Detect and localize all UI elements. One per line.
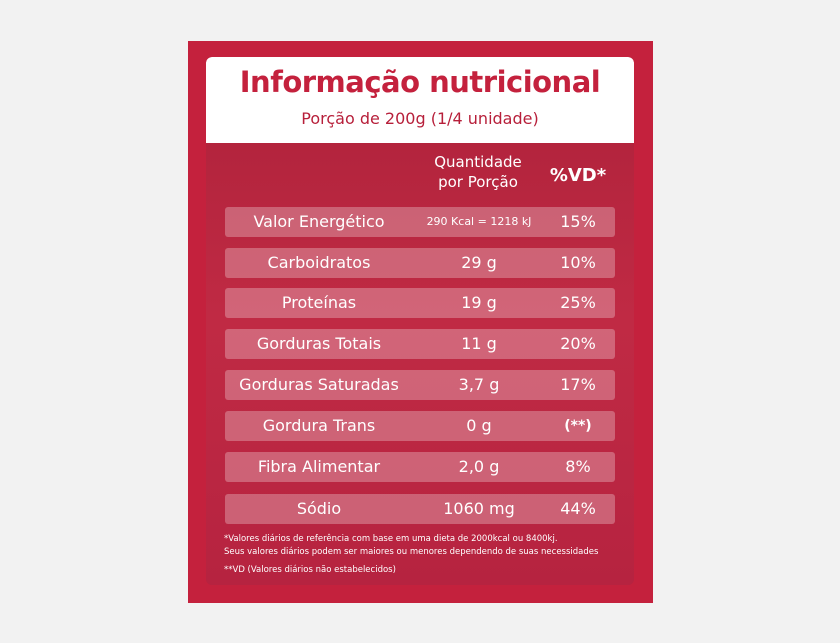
table-row: Carboidratos 29 g 10% xyxy=(225,248,615,278)
nutrient-quantity: 19 g xyxy=(461,293,497,312)
nutrient-quantity: 2,0 g xyxy=(458,457,500,476)
nutrient-quantity: 0 g xyxy=(466,416,492,435)
footnote-needs: Seus valores diários podem ser maiores o… xyxy=(224,547,599,557)
table-row: Proteínas 19 g 25% xyxy=(225,288,615,318)
nutrient-vd: 8% xyxy=(565,457,591,476)
nutrition-header: Informação nutricional Porção de 200g (1… xyxy=(206,57,634,143)
nutrient-name: Proteínas xyxy=(281,293,357,312)
nutrient-quantity: 29 g xyxy=(461,253,497,272)
nutrient-quantity: 290 Kcal = 1218 kJ xyxy=(426,215,532,228)
page-title: Informação nutricional xyxy=(239,65,601,99)
table-row: Gordura Trans 0 g (**) xyxy=(225,411,615,441)
nutrient-name: Gorduras Totais xyxy=(256,334,382,353)
nutrition-panel: Informação nutricional Porção de 200g (1… xyxy=(206,57,634,585)
serving-size: Porção de 200g (1/4 unidade) xyxy=(301,109,539,128)
table-row: Gorduras Saturadas 3,7 g 17% xyxy=(225,370,615,400)
nutrient-name: Gorduras Saturadas xyxy=(239,375,399,394)
column-header-quantity-line2: por Porção xyxy=(438,173,518,191)
table-row: Sódio 1060 mg 44% xyxy=(225,494,615,524)
nutrient-name: Gordura Trans xyxy=(262,416,376,435)
table-row: Fibra Alimentar 2,0 g 8% xyxy=(225,452,615,482)
nutrient-quantity: 11 g xyxy=(461,334,497,353)
nutrient-name: Fibra Alimentar xyxy=(257,457,381,476)
table-row: Valor Energético 290 Kcal = 1218 kJ 15% xyxy=(225,207,615,237)
footnote-vd: **VD (Valores diários não estabelecidos) xyxy=(224,565,396,575)
nutrient-name: Sódio xyxy=(296,499,342,518)
nutrient-quantity: 3,7 g xyxy=(458,375,500,394)
nutrient-vd: 15% xyxy=(560,212,596,231)
nutrient-vd: 44% xyxy=(560,499,596,518)
nutrient-name: Valor Energético xyxy=(253,212,385,231)
nutrient-vd: 17% xyxy=(560,375,596,394)
nutrient-vd: 25% xyxy=(560,293,596,312)
column-header-quantity: Quantidade por Porção xyxy=(418,152,538,192)
column-header-quantity-line1: Quantidade xyxy=(434,153,522,171)
table-row: Gorduras Totais 11 g 20% xyxy=(225,329,615,359)
nutrient-vd: 20% xyxy=(560,334,596,353)
footnote-reference: *Valores diários de referência com base … xyxy=(224,534,558,544)
nutrient-quantity: 1060 mg xyxy=(443,499,515,518)
column-header-vd: %VD* xyxy=(549,165,607,186)
nutrition-table xyxy=(206,143,634,585)
nutrient-name: Carboidratos xyxy=(267,253,371,272)
nutrient-vd: (**) xyxy=(564,418,592,434)
nutrient-vd: 10% xyxy=(560,253,596,272)
